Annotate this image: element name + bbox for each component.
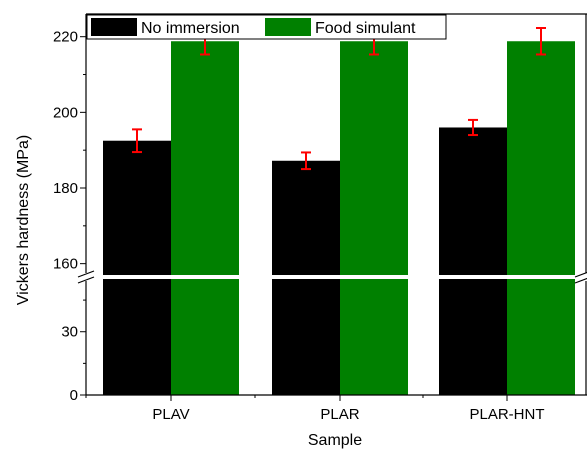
y-tick-label: 0 <box>70 387 78 404</box>
y-tick-label: 180 <box>53 180 78 197</box>
y-axis-label: Vickers hardness (MPa) <box>15 135 32 305</box>
axis-break-mark-right-upper <box>574 271 587 278</box>
axis-break-mark-left-lower <box>77 276 95 284</box>
legend-swatch <box>91 18 137 36</box>
bar-plav-no-immersion <box>103 140 171 395</box>
legend: No immersion Food simulant <box>86 14 447 40</box>
bar-plav-food-simulant <box>171 41 239 396</box>
bar-plar-hnt-no-immersion <box>439 127 507 395</box>
axis-break-mark-right-lower <box>574 277 587 284</box>
ticks-layer: 0 30 160 180 200 220 PLAV PLAR PLAR-HNT <box>53 29 545 423</box>
bars-layer <box>103 41 575 396</box>
axis-break-mark-left-upper <box>77 270 95 278</box>
x-tick-label: PLAR <box>320 406 359 423</box>
y-tick-label: 200 <box>53 104 78 121</box>
legend-swatch <box>265 18 311 36</box>
error-bar-plav-no-immersion <box>132 128 142 154</box>
y-tick-label: 160 <box>53 256 78 273</box>
x-tick-label: PLAV <box>152 406 189 423</box>
legend-label: Food simulant <box>315 20 416 37</box>
error-bar-plar-hnt-food-simulant <box>536 26 546 56</box>
axis-break-gap <box>80 275 587 279</box>
y-tick-label: 220 <box>53 29 78 46</box>
error-bar-plar-no-immersion <box>301 151 311 171</box>
legend-label: No immersion <box>141 20 240 37</box>
axes-layer <box>77 13 587 396</box>
x-axis-label: Sample <box>308 432 362 449</box>
y-tick-label: 30 <box>61 324 78 341</box>
bar-plar-hnt-food-simulant <box>507 41 575 396</box>
bar-plar-food-simulant <box>340 41 408 396</box>
error-bar-plar-hnt-no-immersion <box>468 118 478 137</box>
x-tick-label: PLAR-HNT <box>469 406 544 423</box>
